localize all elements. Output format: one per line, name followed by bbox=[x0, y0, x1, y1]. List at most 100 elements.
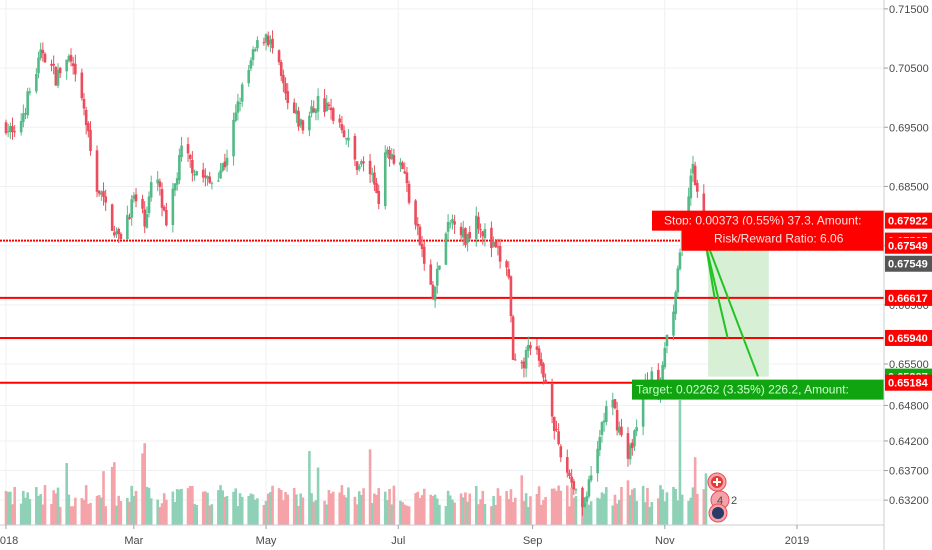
candle-body bbox=[466, 233, 469, 243]
y-tick-label: 0.71500 bbox=[889, 4, 929, 16]
volume-bar bbox=[13, 486, 16, 525]
candle-body bbox=[568, 472, 571, 477]
candle-body bbox=[180, 145, 183, 158]
projection-lines bbox=[704, 245, 759, 377]
candle-body bbox=[416, 223, 420, 227]
entry-price-badge bbox=[885, 237, 932, 254]
candle-body bbox=[11, 126, 14, 133]
volume-bar bbox=[104, 506, 107, 525]
candle-body bbox=[28, 91, 32, 93]
volume-bar bbox=[429, 494, 433, 525]
volume-bar bbox=[466, 501, 469, 525]
volume-bar bbox=[702, 489, 706, 525]
candle-body bbox=[282, 75, 285, 84]
volume-bar bbox=[266, 493, 270, 525]
volume-bar bbox=[325, 504, 329, 525]
flag-cross-h bbox=[713, 481, 721, 483]
candle-body bbox=[56, 69, 60, 86]
volume-bar bbox=[490, 506, 493, 525]
candle-body bbox=[251, 49, 255, 60]
candle-body bbox=[672, 311, 675, 336]
candle-body bbox=[24, 113, 27, 115]
event-flag-icon[interactable] bbox=[712, 507, 724, 519]
candle-body bbox=[67, 56, 71, 61]
volume-bar bbox=[507, 499, 511, 525]
volume-bar bbox=[208, 505, 212, 525]
volume-bar bbox=[602, 493, 606, 525]
candle-body bbox=[596, 448, 599, 474]
volume-bar bbox=[565, 485, 569, 525]
candle-body bbox=[344, 138, 348, 140]
candle-body bbox=[74, 63, 77, 75]
volume-bar bbox=[355, 504, 359, 525]
volume-bar bbox=[555, 490, 558, 525]
candle-body bbox=[132, 195, 136, 199]
candle-body bbox=[329, 107, 333, 111]
volume-bar bbox=[269, 491, 272, 525]
candle-body bbox=[617, 426, 621, 433]
volume-bar bbox=[143, 443, 146, 525]
candle-body bbox=[208, 176, 212, 183]
candle-body bbox=[696, 182, 699, 192]
volume-bar bbox=[626, 480, 630, 525]
volume-bar bbox=[97, 495, 101, 525]
candle-body bbox=[483, 229, 487, 239]
candle-body bbox=[232, 119, 235, 157]
candle-body bbox=[604, 406, 608, 422]
last-price-badge bbox=[885, 255, 932, 272]
volume-bar bbox=[505, 490, 508, 525]
volume-bar bbox=[264, 500, 268, 525]
volume-bar bbox=[422, 488, 426, 525]
projection-line bbox=[705, 245, 729, 339]
candle-body bbox=[201, 169, 205, 178]
volume-bar bbox=[219, 485, 222, 525]
x-tick-label: Sep bbox=[523, 535, 543, 547]
volume-bar bbox=[24, 497, 27, 525]
y-tick-label: 0.64200 bbox=[889, 436, 929, 448]
volume-bar bbox=[535, 493, 539, 525]
volume-bar bbox=[323, 500, 326, 525]
volume-bar bbox=[50, 503, 53, 525]
volume-bar bbox=[375, 494, 378, 525]
volume-bar bbox=[65, 463, 68, 525]
volume-bar bbox=[19, 503, 23, 525]
candle-body bbox=[102, 191, 105, 197]
candle-body bbox=[479, 229, 482, 231]
volume-bar bbox=[657, 498, 660, 525]
volume-bar bbox=[585, 496, 589, 525]
volume-bar bbox=[481, 490, 485, 525]
volume-bar bbox=[6, 491, 10, 525]
candle-body bbox=[156, 179, 159, 184]
candle-body bbox=[420, 243, 424, 250]
candle-body bbox=[295, 109, 298, 115]
volume-bar bbox=[360, 494, 363, 525]
candle-body bbox=[628, 444, 632, 460]
candle-body bbox=[620, 426, 623, 436]
candle-body bbox=[464, 228, 467, 245]
candle-body bbox=[178, 155, 181, 181]
volume-bar bbox=[414, 493, 417, 525]
candle-body bbox=[373, 172, 376, 185]
candle-body bbox=[110, 204, 114, 231]
target-banner bbox=[632, 379, 884, 400]
volume-bar bbox=[217, 490, 220, 525]
candle-body bbox=[403, 171, 407, 174]
candle-body bbox=[147, 196, 151, 214]
candle-body bbox=[461, 228, 465, 238]
x-tick-label: Mar bbox=[124, 535, 143, 547]
candle-body bbox=[511, 316, 515, 360]
candle-body bbox=[299, 119, 303, 126]
volume-bar bbox=[401, 502, 404, 525]
candle-body bbox=[134, 194, 138, 202]
volume-bar bbox=[498, 495, 502, 525]
volume-bar bbox=[587, 504, 591, 525]
volume-bar bbox=[464, 492, 467, 525]
candle-body bbox=[399, 162, 402, 166]
candle-body bbox=[143, 209, 146, 227]
candle-body bbox=[676, 268, 680, 293]
volume-bar bbox=[672, 486, 675, 525]
volume-bar bbox=[225, 496, 229, 525]
candle-body bbox=[572, 481, 576, 490]
